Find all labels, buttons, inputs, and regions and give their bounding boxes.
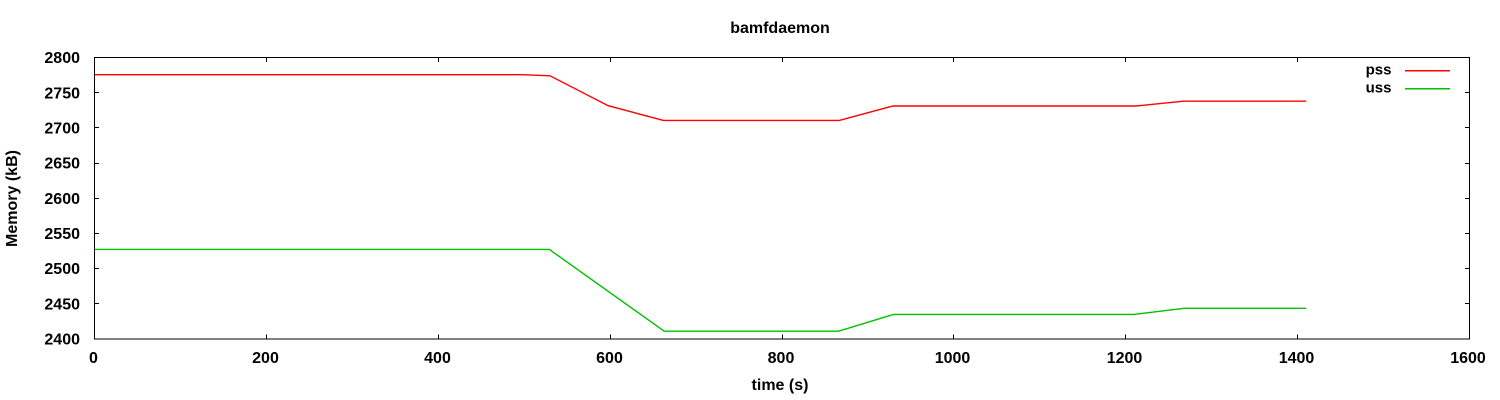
svg-text:pss: pss <box>1366 62 1392 79</box>
svg-text:2400: 2400 <box>44 332 80 349</box>
svg-text:800: 800 <box>768 350 795 367</box>
svg-text:2600: 2600 <box>44 191 80 208</box>
svg-text:2500: 2500 <box>44 261 80 278</box>
svg-text:0: 0 <box>89 350 98 367</box>
svg-text:1200: 1200 <box>1107 350 1143 367</box>
svg-text:1000: 1000 <box>935 350 971 367</box>
svg-text:2650: 2650 <box>44 156 80 173</box>
svg-text:400: 400 <box>424 350 451 367</box>
svg-text:1600: 1600 <box>1450 350 1486 367</box>
svg-text:600: 600 <box>596 350 623 367</box>
svg-text:200: 200 <box>252 350 279 367</box>
svg-text:2750: 2750 <box>44 85 80 102</box>
svg-text:2450: 2450 <box>44 296 80 313</box>
svg-text:bamfdaemon: bamfdaemon <box>730 20 830 37</box>
svg-text:2800: 2800 <box>44 50 80 67</box>
svg-text:uss: uss <box>1366 80 1392 97</box>
svg-text:time (s): time (s) <box>752 377 809 394</box>
svg-text:1400: 1400 <box>1279 350 1315 367</box>
svg-text:2550: 2550 <box>44 226 80 243</box>
svg-text:Memory (kB): Memory (kB) <box>4 150 21 247</box>
svg-text:2700: 2700 <box>44 121 80 138</box>
